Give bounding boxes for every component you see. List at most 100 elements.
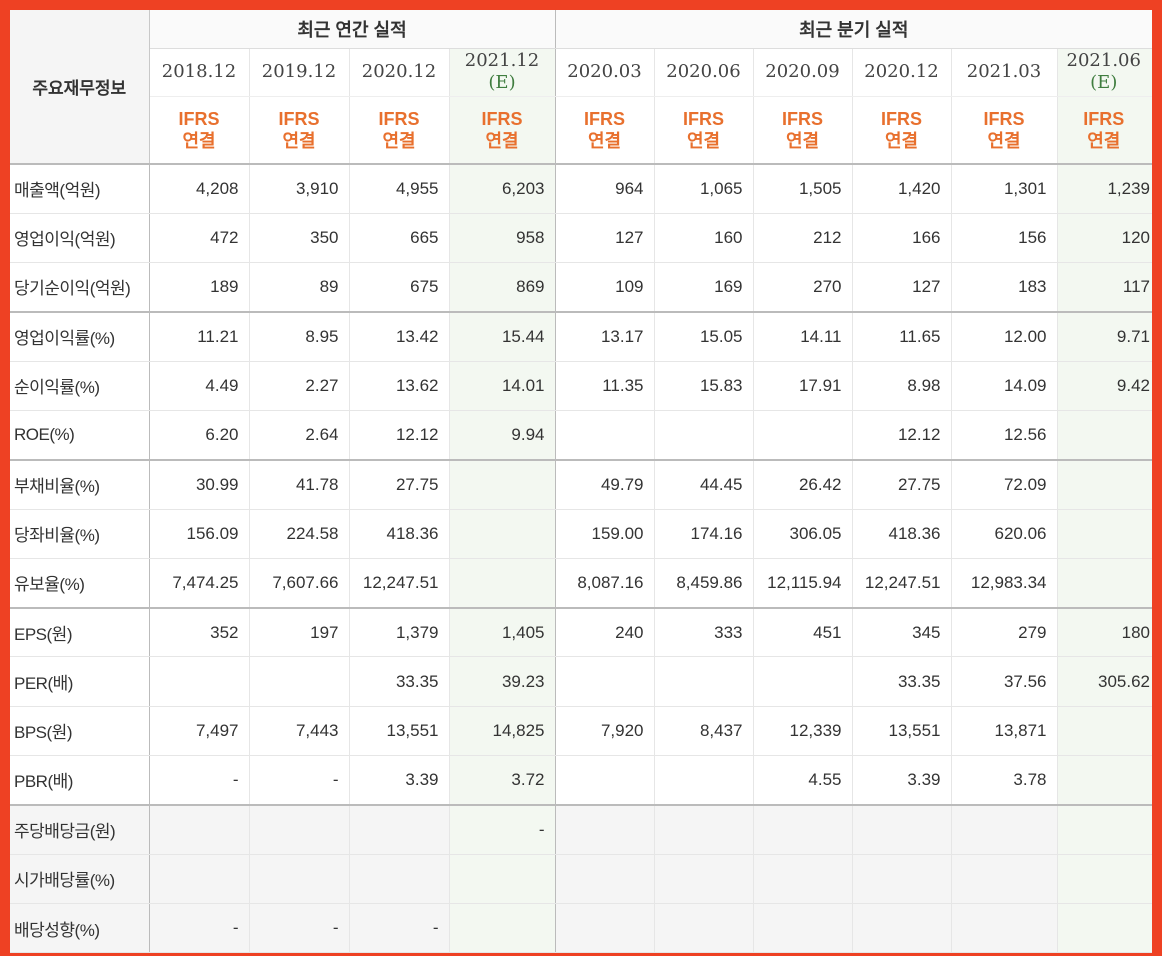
table-cell: 1,239 xyxy=(1057,164,1152,214)
consolidated-text: 연결 xyxy=(485,130,519,151)
table-cell: 240 xyxy=(555,606,655,658)
table-cell: 352 xyxy=(149,606,250,658)
period-label: 2020.03 xyxy=(567,61,642,82)
table-cell: 159.00 xyxy=(555,509,655,559)
table-cell: 7,920 xyxy=(555,706,655,757)
table-cell: 3,910 xyxy=(249,164,350,214)
table-cell: 12.56 xyxy=(951,410,1058,461)
table-cell: 166 xyxy=(852,213,952,264)
table-cell xyxy=(1057,755,1152,806)
table-cell: 3.72 xyxy=(449,755,556,806)
quarterly-group-header: 최근 분기 실적 xyxy=(555,10,1152,49)
ifrs-text: IFRS xyxy=(1083,108,1125,129)
table-cell: 14.01 xyxy=(449,361,556,411)
table-cell: 89 xyxy=(249,262,350,313)
ifrs-consolidated-label: IFRS 연결 xyxy=(654,96,754,165)
estimate-marker: (E) xyxy=(488,72,516,93)
table-cell: 6,203 xyxy=(449,164,556,214)
table-cell: 472 xyxy=(149,213,250,264)
table-cell: 12,983.34 xyxy=(951,558,1058,609)
table-cell xyxy=(555,854,655,904)
ifrs-consolidated-label: IFRS 연결 xyxy=(951,96,1058,165)
table-cell: 12,115.94 xyxy=(753,558,853,609)
table-cell xyxy=(555,656,655,707)
table-cell xyxy=(951,854,1058,904)
table-cell: 37.56 xyxy=(951,656,1058,707)
consolidated-text: 연결 xyxy=(182,130,216,151)
table-row: 영업이익(억원) 472 350 665 958 127 160 212 166 156 120 xyxy=(10,213,1152,264)
table-cell xyxy=(753,410,853,461)
table-cell: 44.45 xyxy=(654,458,754,510)
consolidated-text: 연결 xyxy=(785,130,820,151)
period-label: 2021.06 xyxy=(1066,50,1141,71)
ifrs-header-row: IFRS 연결 IFRS 연결 IFRS 연결 IFRS 연결 IFRS 연결 IFRS 연결 IFRS… xyxy=(10,96,1152,165)
estimate-marker: (E) xyxy=(1090,72,1118,93)
period-label: 2018.12 xyxy=(161,61,237,82)
period-label: 2021.03 xyxy=(966,61,1042,82)
table-cell xyxy=(1057,706,1152,757)
table-cell: 418.36 xyxy=(852,509,952,559)
table-cell: 3.39 xyxy=(852,755,952,806)
table-cell xyxy=(555,755,655,806)
table-cell: 4,208 xyxy=(149,164,250,214)
table-cell: 11.21 xyxy=(149,310,250,362)
table-cell: 270 xyxy=(753,262,853,313)
consolidated-text: 연결 xyxy=(884,130,919,151)
period-header: 2021.12 (E) xyxy=(449,48,556,97)
table-cell: 9.94 xyxy=(449,410,556,461)
table-cell: 49.79 xyxy=(555,458,655,510)
period-header-row: 2018.12 2019.12 2020.12 2021.12 (E) 2020.03 20… xyxy=(10,48,1152,97)
table-cell: 160 xyxy=(654,213,754,264)
table-cell: 12,339 xyxy=(753,706,853,757)
row-label: 당기순이익(억원) xyxy=(10,262,150,313)
consolidated-text: 연결 xyxy=(1087,130,1121,151)
row-label: PER(배) xyxy=(10,656,150,707)
table-row: EPS(원) 352 197 1,379 1,405 240 333 451 345 279 180 xyxy=(10,606,1152,658)
table-cell: 3.39 xyxy=(349,755,450,806)
table-cell: 869 xyxy=(449,262,556,313)
consolidated-text: 연결 xyxy=(282,130,316,151)
table-cell: 12.00 xyxy=(951,310,1058,362)
table-cell: 180 xyxy=(1057,606,1152,658)
period-header: 2020.09 xyxy=(753,48,853,97)
table-cell: 1,420 xyxy=(852,164,952,214)
table-cell: - xyxy=(149,903,250,954)
table-cell: 6.20 xyxy=(149,410,250,461)
table-cell: 345 xyxy=(852,606,952,658)
table-cell: 27.75 xyxy=(852,458,952,510)
table-cell: 8,459.86 xyxy=(654,558,754,609)
table-row: 주당배당금(원) - xyxy=(10,803,1152,855)
table-cell xyxy=(654,656,754,707)
table-cell: 12.12 xyxy=(852,410,952,461)
row-label: EPS(원) xyxy=(10,606,150,658)
period-header: 2019.12 xyxy=(249,48,350,97)
ifrs-text: IFRS xyxy=(880,108,922,129)
period-header: 2020.03 xyxy=(555,48,655,97)
table-cell xyxy=(852,803,952,855)
table-cell: 1,379 xyxy=(349,606,450,658)
table-cell: 13.17 xyxy=(555,310,655,362)
row-label: 매출액(억원) xyxy=(10,164,150,214)
table-cell: 8.95 xyxy=(249,310,350,362)
table-cell: 15.83 xyxy=(654,361,754,411)
corner-label: 주요재무정보 xyxy=(10,10,150,165)
period-header: 2020.12 xyxy=(349,48,450,97)
table-cell: 169 xyxy=(654,262,754,313)
table-cell xyxy=(1057,854,1152,904)
table-cell: 15.05 xyxy=(654,310,754,362)
ifrs-consolidated-label: IFRS 연결 xyxy=(249,96,350,165)
table-cell xyxy=(654,755,754,806)
table-cell xyxy=(654,803,754,855)
table-cell: 120 xyxy=(1057,213,1152,264)
table-cell: 13,551 xyxy=(852,706,952,757)
table-cell: 8,437 xyxy=(654,706,754,757)
table-cell: 27.75 xyxy=(349,458,450,510)
ifrs-text: IFRS xyxy=(583,108,625,129)
table-cell: 1,505 xyxy=(753,164,853,214)
ifrs-consolidated-label: IFRS 연결 xyxy=(1057,96,1152,165)
table-cell: 13.62 xyxy=(349,361,450,411)
table-cell: 72.09 xyxy=(951,458,1058,510)
table-cell: 117 xyxy=(1057,262,1152,313)
table-cell xyxy=(753,656,853,707)
consolidated-text: 연결 xyxy=(987,130,1021,151)
